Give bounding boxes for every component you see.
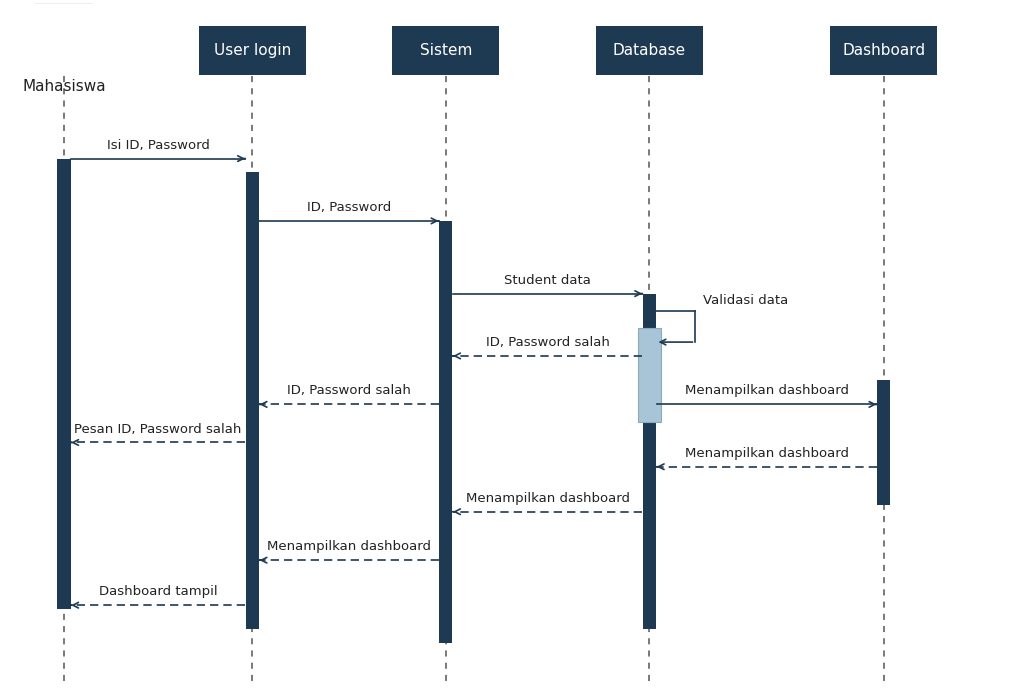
Text: Validasi data: Validasi data: [703, 295, 788, 307]
Text: Dashboard tampil: Dashboard tampil: [98, 586, 217, 598]
Text: Dashboard: Dashboard: [842, 43, 926, 58]
Text: ID, Password: ID, Password: [307, 201, 391, 214]
Bar: [643, 294, 656, 630]
Bar: [199, 26, 306, 75]
Bar: [638, 328, 660, 422]
Text: Menampilkan dashboard: Menampilkan dashboard: [685, 447, 849, 460]
Text: User login: User login: [214, 43, 291, 58]
Text: ID, Password salah: ID, Password salah: [287, 385, 411, 397]
Bar: [57, 158, 71, 609]
Text: Pesan ID, Password salah: Pesan ID, Password salah: [75, 422, 242, 436]
Text: Menampilkan dashboard: Menampilkan dashboard: [466, 492, 630, 505]
Text: Student data: Student data: [504, 274, 591, 287]
Text: Menampilkan dashboard: Menampilkan dashboard: [685, 385, 849, 397]
Text: Menampilkan dashboard: Menampilkan dashboard: [267, 540, 431, 554]
Text: Isi ID, Password: Isi ID, Password: [106, 139, 210, 151]
Text: Database: Database: [613, 43, 686, 58]
Bar: [439, 221, 453, 644]
Bar: [392, 26, 500, 75]
Text: Mahasiswa: Mahasiswa: [23, 79, 105, 94]
Bar: [830, 26, 937, 75]
FancyBboxPatch shape: [31, 0, 97, 3]
Text: Sistem: Sistem: [420, 43, 472, 58]
Text: ID, Password salah: ID, Password salah: [485, 336, 609, 349]
Bar: [246, 172, 259, 630]
Bar: [596, 26, 702, 75]
Bar: [878, 380, 890, 505]
